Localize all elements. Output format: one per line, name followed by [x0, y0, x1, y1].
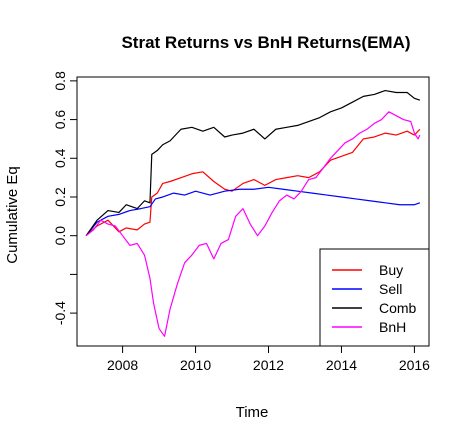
legend-box: [319, 248, 430, 347]
series-line-sell: [85, 186, 421, 237]
x-axis: 2008 2010 2012 2014 2016: [107, 345, 430, 373]
legend-label-sell: Sell: [379, 281, 402, 297]
y-tick-label: 0.4: [52, 148, 68, 168]
x-axis-label: Time: [236, 404, 269, 421]
legend-label-comb: Comb: [379, 300, 417, 316]
y-tick-label: 0.6: [52, 110, 68, 130]
y-tick-label: -0.4: [52, 301, 68, 325]
chart-title: Strat Returns vs BnH Returns(EMA): [121, 33, 410, 52]
y-tick-label: 0.2: [52, 187, 68, 207]
legend-label-buy: Buy: [379, 262, 403, 278]
series-line-bnh: [85, 111, 421, 337]
series-line-comb: [85, 89, 421, 237]
y-tick-label: 0.0: [52, 226, 68, 246]
y-axis-label: Cumulative Eq: [4, 166, 21, 264]
series-layer: [85, 89, 421, 337]
y-axis: -0.4 0.0 0.2 0.4 0.6 0.8: [52, 71, 78, 325]
legend: Buy Sell Comb BnH: [319, 248, 430, 347]
x-tick-label: 2012: [253, 357, 284, 373]
x-tick-label: 2008: [107, 357, 138, 373]
x-tick-label: 2014: [326, 357, 357, 373]
series-line-buy: [85, 128, 421, 237]
x-tick-label: 2016: [399, 357, 430, 373]
y-tick-label: 0.8: [52, 71, 68, 91]
x-tick-label: 2010: [180, 357, 211, 373]
legend-label-bnh: BnH: [379, 319, 406, 335]
